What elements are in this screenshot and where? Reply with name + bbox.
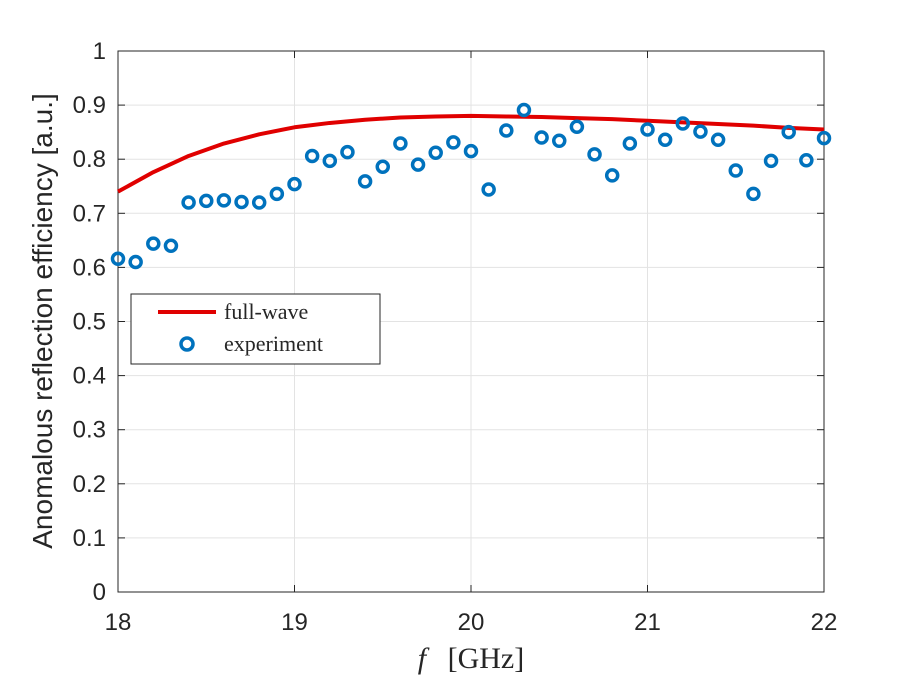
experiment-point bbox=[410, 157, 426, 172]
experiment-point bbox=[287, 176, 302, 192]
experiment-point bbox=[622, 136, 638, 151]
x-tick-label: 18 bbox=[105, 609, 132, 636]
x-axis-symbol: f bbox=[418, 642, 430, 675]
experiment-point bbox=[393, 136, 408, 151]
full-wave-line bbox=[117, 113, 825, 194]
experiment-point bbox=[322, 153, 338, 169]
experiment-point bbox=[357, 174, 373, 189]
full-wave-series bbox=[117, 113, 825, 194]
x-tick-label: 22 bbox=[811, 609, 838, 636]
legend-experiment-label: experiment bbox=[224, 331, 323, 356]
experiment-point bbox=[781, 124, 796, 140]
experiment-point bbox=[269, 186, 285, 202]
experiment-point bbox=[799, 153, 814, 168]
experiment-point bbox=[181, 195, 196, 210]
axes bbox=[117, 50, 825, 593]
experiment-point bbox=[657, 132, 673, 147]
experiment-point bbox=[499, 123, 514, 138]
experiment-point bbox=[604, 168, 620, 183]
x-axis-unit: [GHz] bbox=[448, 642, 525, 675]
y-tick-label: 0.2 bbox=[73, 471, 106, 498]
y-tick-label: 1 bbox=[93, 38, 106, 65]
legend-experiment-swatch bbox=[179, 336, 195, 352]
experiment-point bbox=[199, 193, 214, 209]
grid bbox=[117, 50, 825, 593]
experiment-point bbox=[481, 182, 496, 197]
experiment-point bbox=[534, 130, 549, 145]
y-tick-label: 0.4 bbox=[73, 363, 106, 390]
y-tick-label: 0.1 bbox=[73, 525, 106, 552]
experiment-point bbox=[446, 135, 461, 150]
experiment-point bbox=[375, 159, 390, 175]
experiment-point bbox=[304, 148, 320, 164]
experiment-point bbox=[675, 116, 691, 131]
legend-box bbox=[130, 293, 381, 365]
experiment-point bbox=[516, 102, 532, 118]
x-tick-label: 19 bbox=[281, 609, 308, 636]
experiment-point bbox=[163, 238, 179, 254]
experiment-point bbox=[216, 193, 232, 208]
plot-frame bbox=[117, 50, 825, 593]
experiment-point bbox=[587, 147, 602, 162]
experiment-point bbox=[569, 119, 585, 134]
experiment-point bbox=[146, 236, 161, 251]
experiment-point bbox=[746, 186, 761, 202]
y-tick-label: 0.7 bbox=[73, 200, 106, 227]
y-tick-label: 0.6 bbox=[73, 254, 106, 281]
y-tick-label: 0 bbox=[93, 579, 106, 606]
experiment-point bbox=[693, 124, 708, 139]
y-tick-label: 0.8 bbox=[73, 146, 106, 173]
experiment-series bbox=[110, 102, 832, 270]
y-tick-label: 0.9 bbox=[73, 92, 106, 119]
experiment-point bbox=[234, 194, 249, 210]
experiment-point bbox=[128, 254, 143, 270]
experiment-point bbox=[340, 144, 355, 160]
experiment-point bbox=[463, 143, 479, 159]
experiment-point bbox=[816, 130, 832, 146]
x-tick-label: 21 bbox=[634, 609, 661, 636]
x-axis-label: f [GHz] bbox=[418, 642, 524, 675]
x-tick-label: 20 bbox=[458, 609, 485, 636]
tick-labels: 18 19 20 21 22 0 0.1 0.2 0.3 0.4 0.5 0.6 0.7 0.8 0.9 1 bbox=[73, 38, 838, 636]
y-tick-label: 0.3 bbox=[73, 417, 106, 444]
experiment-point bbox=[552, 133, 567, 149]
experiment-point bbox=[110, 251, 126, 266]
y-tick-label: 0.5 bbox=[73, 309, 106, 336]
experiment-point bbox=[763, 153, 779, 169]
experiment-point bbox=[728, 163, 743, 178]
legend-full-wave-label: full-wave bbox=[224, 299, 308, 324]
experiment-point bbox=[428, 145, 443, 160]
y-axis-label: Anomalous reflection efficiency [a.u.] bbox=[27, 93, 58, 549]
experiment-point bbox=[251, 195, 267, 210]
legend: full-wave experiment bbox=[130, 293, 381, 365]
experiment-point bbox=[710, 132, 726, 147]
experiment-point bbox=[640, 122, 655, 137]
